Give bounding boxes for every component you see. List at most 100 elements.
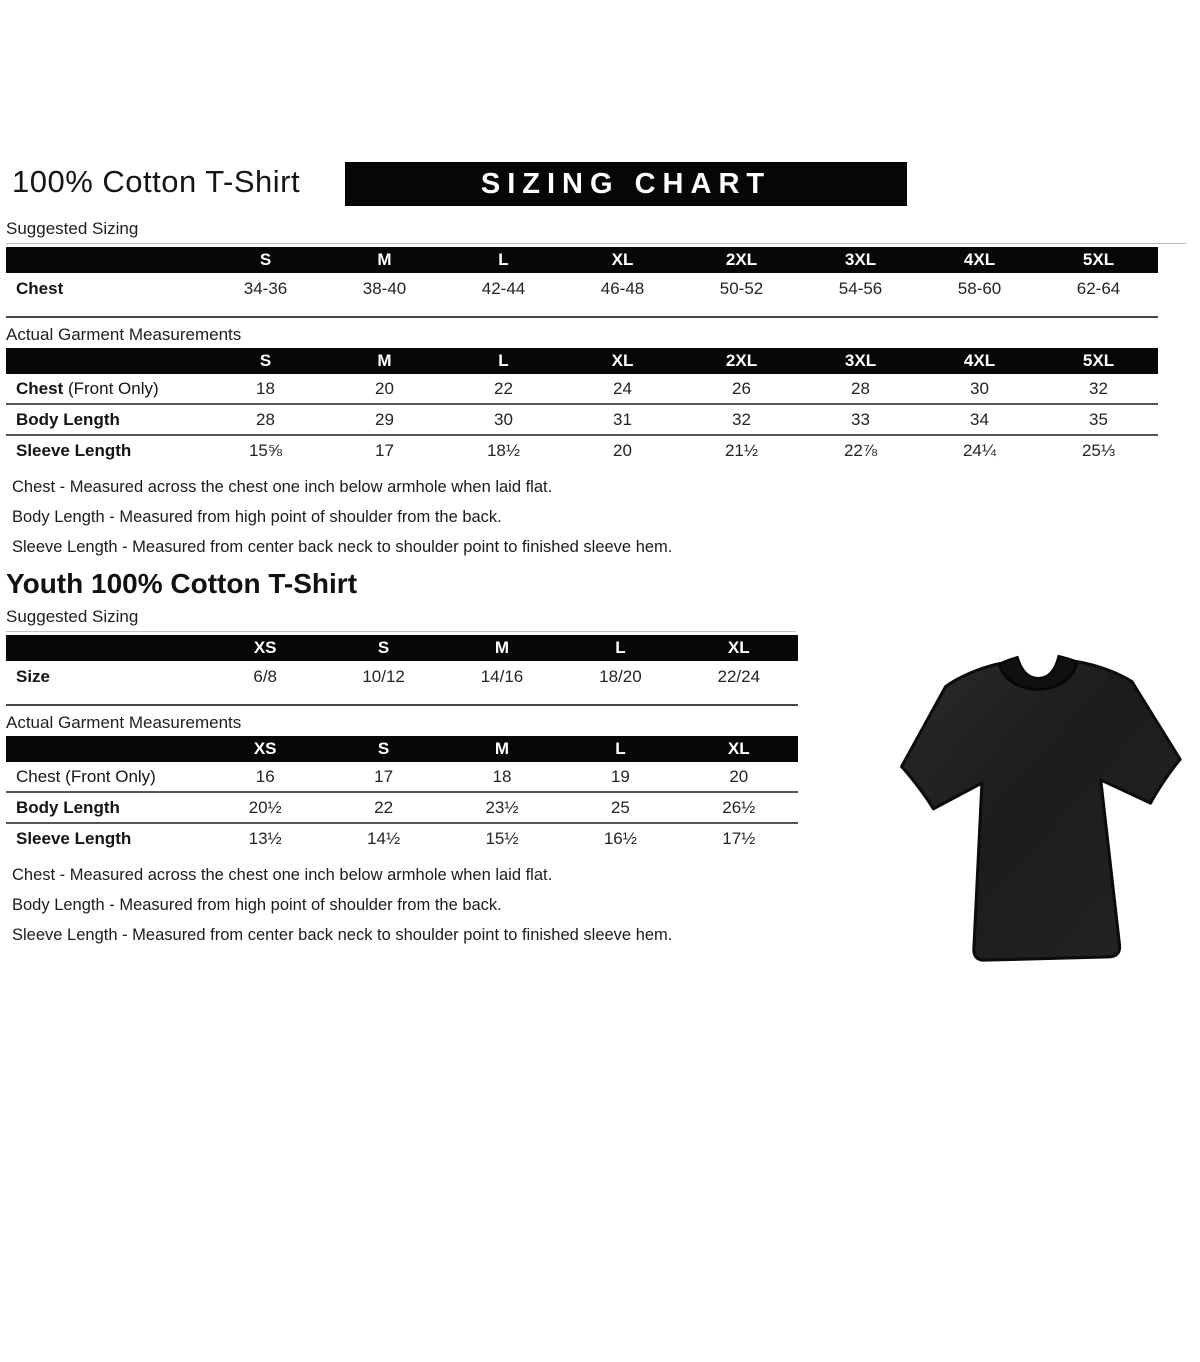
table-cell: 20 (729, 766, 749, 786)
table-header-cell: XS (253, 739, 277, 758)
table-cell: 17 (374, 766, 394, 786)
table-header-row: XS S M L XL (6, 635, 798, 661)
table-header-cell: 3XL (844, 351, 877, 370)
table-cell: 20 (613, 440, 632, 460)
table-header-row: S M L XL 2XL 3XL 4XL 5XL (6, 247, 1158, 273)
youth-actual-measurements-label: Actual Garment Measurements (6, 713, 242, 732)
table-header-cell: L (498, 351, 509, 370)
row-label-text: Body Length (16, 797, 120, 817)
row-label-text: Chest (16, 278, 64, 298)
table-cell: 17 (375, 440, 394, 460)
table-cell: 26 (732, 378, 751, 398)
table-cell: 16½ (603, 828, 637, 848)
table-header-cell: 4XL (963, 250, 996, 269)
table-cell: 20½ (248, 797, 282, 817)
table-header-cell: 2XL (725, 351, 758, 370)
tshirt-collar-shape (998, 654, 1079, 691)
table-cell: 62-64 (1076, 278, 1121, 298)
table-cell: 22 (374, 797, 394, 817)
table-header-cell: 5XL (1082, 351, 1115, 370)
table-cell: 22 (494, 378, 513, 398)
sizing-chart-banner: SIZING CHART (345, 162, 907, 206)
table-header-cell: M (377, 351, 392, 370)
table-header-cell: S (377, 739, 390, 758)
table-cell: 16 (255, 766, 275, 786)
youth-actual-measurements-table: XS S M L XL Chest (Front Only) 16 17 18 … (6, 736, 798, 853)
tshirt-illustration (900, 654, 1182, 962)
table-header-cell: S (377, 638, 390, 657)
youth-measurement-notes: Chest - Measured across the chest one in… (12, 866, 1200, 945)
table-cell: 32 (732, 409, 751, 429)
tshirt-right-sleeve-seam (1100, 778, 1151, 805)
table-header-cell: 4XL (963, 351, 996, 370)
table-header-cell: M (494, 739, 510, 758)
table-cell: 6/8 (253, 666, 278, 686)
table-cell: 13½ (248, 828, 282, 848)
table-cell: 32 (1089, 378, 1108, 398)
table-cell: 22⅞ (843, 440, 878, 460)
table-row: Chest 34-36 38-40 42-44 46-48 50-52 54-5… (6, 273, 1158, 304)
adult-actual-measurements-table: S M L XL 2XL 3XL 4XL 5XL Chest (Front On… (6, 348, 1158, 465)
row-label-note: (Front Only) (65, 766, 156, 786)
table-cell: 34-36 (243, 278, 288, 298)
table-header-cell: M (494, 638, 510, 657)
table-cell: 38-40 (362, 278, 407, 298)
table-cell: 14½ (367, 828, 401, 848)
note-line: Sleeve Length - Measured from center bac… (12, 926, 673, 944)
table-cell: 18½ (486, 440, 521, 460)
table-header-row: XS S M L XL (6, 736, 798, 762)
table-cell: 58-60 (957, 278, 1002, 298)
adult-measurement-notes: Chest - Measured across the chest one in… (12, 478, 1200, 557)
table-cell: 54-56 (838, 278, 883, 298)
row-label-text: Sleeve Length (16, 828, 132, 848)
table-cell: 26½ (722, 797, 756, 817)
row-label-text: Chest (16, 766, 61, 786)
table-row: Sleeve Length 13½ 14½ 15½ 16½ 17½ (6, 824, 798, 853)
table-row: Chest (Front Only) 16 17 18 19 20 (6, 762, 798, 793)
table-row: Sleeve Length 15⅝ 17 18½ 20 21½ 22⅞ 24¼ … (6, 436, 1158, 465)
note-line: Chest - Measured across the chest one in… (12, 866, 553, 884)
table-cell: 29 (375, 409, 394, 429)
table-row: Body Length 28 29 30 31 32 33 34 35 (6, 405, 1158, 436)
table-row-label: Chest (Front Only) (6, 767, 206, 787)
table-header-cell: M (377, 250, 392, 269)
sizing-chart-page: 100% Cotton T-Shirt SIZING CHART Suggest… (0, 162, 1200, 1362)
table-cell: 17½ (722, 828, 756, 848)
page-title: 100% Cotton T-Shirt (12, 164, 301, 199)
table-header-cell: XS (253, 638, 277, 657)
table-header-cell: S (259, 351, 272, 370)
row-label-note: (Front Only) (67, 378, 159, 398)
table-cell: 28 (256, 409, 275, 429)
table-cell: 18 (256, 378, 275, 398)
table-row-label: Sleeve Length (6, 829, 206, 849)
table-cell: 42-44 (481, 278, 526, 298)
note-line: Chest - Measured across the chest one in… (12, 478, 553, 496)
table-cell: 30 (494, 409, 513, 429)
table-cell: 24¼ (962, 440, 997, 460)
note-line: Sleeve Length - Measured from center bac… (12, 538, 673, 556)
table-cell: 10/12 (362, 666, 405, 686)
table-cell: 33 (851, 409, 870, 429)
table-row-label: Body Length (6, 410, 206, 430)
table-cell: 21½ (724, 440, 759, 460)
table-row-label: Body Length (6, 798, 206, 818)
tshirt-body-shape (900, 660, 1182, 962)
table-header-cell: S (259, 250, 272, 269)
table-header-cell: L (615, 638, 626, 657)
table-header-cell: XL (611, 250, 634, 269)
table-cell: 15⅝ (248, 440, 283, 460)
adult-suggested-sizing-table: S M L XL 2XL 3XL 4XL 5XL Chest 34-36 38-… (6, 247, 1158, 318)
table-cell: 18/20 (599, 666, 642, 686)
table-cell: 28 (851, 378, 870, 398)
page-header: 100% Cotton T-Shirt SIZING CHART (0, 162, 1200, 212)
table-row: Body Length 20½ 22 23½ 25 26½ (6, 793, 798, 824)
row-label-text: Body Length (16, 409, 120, 429)
table-header-cell: L (615, 739, 626, 758)
table-cell: 15½ (485, 828, 519, 848)
table-row: Chest (Front Only) 18 20 22 24 26 28 30 … (6, 374, 1158, 405)
table-cell: 22/24 (717, 666, 761, 686)
table-cell: 19 (610, 766, 630, 786)
table-header-cell: L (498, 250, 509, 269)
table-cell: 20 (375, 378, 394, 398)
table-cell: 30 (970, 378, 989, 398)
